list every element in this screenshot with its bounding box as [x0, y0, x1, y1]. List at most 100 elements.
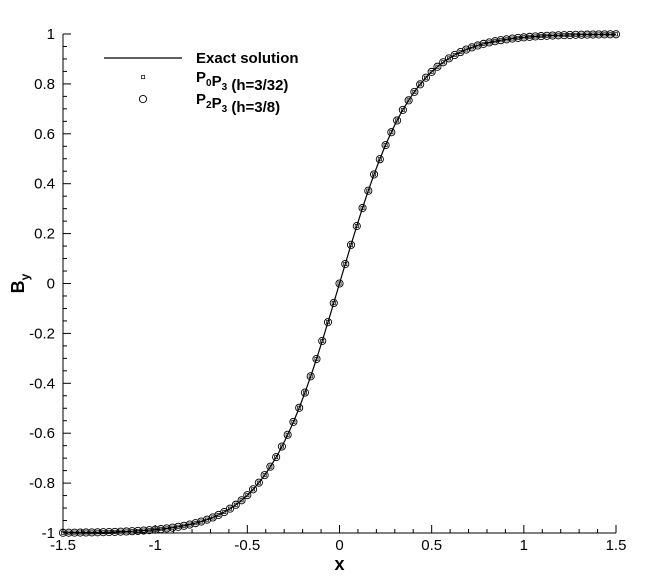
p2p3-point — [81, 528, 91, 537]
p0p3-point — [182, 523, 186, 528]
p0p3-point — [423, 75, 428, 80]
y-tick-label: -0.4 — [29, 375, 55, 392]
x-axis-title: x — [334, 554, 344, 574]
p2p3-point — [565, 30, 574, 40]
p0p3-point — [337, 281, 342, 286]
x-tick-label: -1 — [148, 537, 161, 554]
p0p3-point — [429, 69, 434, 74]
p0p3-point — [239, 498, 244, 503]
p0p3-point — [268, 464, 273, 469]
p0p3-point — [614, 32, 618, 37]
p0p3-point — [118, 529, 123, 534]
p2p3-point — [208, 513, 217, 522]
p0p3-point — [130, 529, 135, 534]
x-tick-label: 1.5 — [606, 537, 627, 554]
p2p3-point — [162, 524, 171, 533]
legend: Exact solution P0P3 (h=3/32)P2P3 (h=3/8) — [104, 50, 299, 116]
x-tick-label: 0 — [335, 537, 343, 554]
p0p3-point — [493, 39, 497, 44]
p2p3-point — [312, 354, 321, 364]
p0p3-point — [228, 506, 233, 511]
p2p3-point — [231, 500, 240, 509]
p0p3-point — [72, 530, 77, 535]
p2p3-point — [531, 32, 540, 41]
p0p3-point — [78, 530, 83, 535]
p2p3-point — [237, 496, 246, 505]
p2p3-point — [398, 105, 407, 114]
p0p3-point — [320, 338, 325, 343]
p0p3-point — [412, 89, 417, 94]
p2p3-point — [105, 527, 114, 537]
p2p3-point — [283, 430, 292, 439]
p0p3-point — [251, 487, 256, 492]
p0p3-point — [89, 530, 94, 535]
p2p3-point — [87, 528, 96, 537]
p2p3-point — [191, 519, 200, 528]
p0p3-point — [233, 502, 238, 507]
p2p3-point — [249, 485, 258, 494]
p2p3-point — [185, 520, 194, 529]
p0p3-point — [291, 419, 296, 424]
p2p3-point — [479, 39, 488, 48]
p2p3-point — [226, 504, 235, 513]
p0p3-point — [521, 35, 526, 40]
p0p3-point — [562, 33, 567, 38]
y-tick-label: 0.6 — [34, 126, 55, 143]
p0p3-point — [567, 33, 572, 37]
x-tick-label: 0.5 — [421, 537, 442, 554]
legend-marker-p0p3 — [141, 75, 146, 80]
p0p3-point — [579, 32, 584, 37]
legend-label-exact: Exact solution — [196, 50, 299, 67]
p2p3-point — [133, 526, 142, 535]
p2p3-point — [358, 203, 367, 213]
p2p3-point — [116, 527, 125, 536]
p2p3-point — [318, 336, 327, 345]
p2p3-point — [571, 30, 580, 39]
p0p3-point — [199, 519, 204, 524]
p2p3-point — [364, 186, 373, 195]
p2p3-point — [110, 527, 119, 536]
p2p3-point — [560, 31, 569, 40]
p0p3-point — [141, 528, 146, 533]
p0p3-point — [302, 390, 307, 395]
p2p3-point — [496, 36, 505, 45]
p0p3-point — [395, 118, 400, 123]
p2p3-point — [502, 35, 511, 44]
p2p3-point — [416, 80, 425, 89]
p2p3-point — [485, 38, 494, 47]
p2p3-point — [335, 279, 344, 288]
p2p3-point — [329, 298, 338, 308]
p0p3-point — [176, 524, 181, 529]
p0p3-point — [441, 60, 446, 65]
p0p3-point — [164, 526, 169, 531]
p0p3-point — [446, 56, 451, 61]
axes: -1.5 -1 -0.5 0 0.5 1 1.5-1-0.8-0.6-0.4-0.200.2… — [29, 26, 626, 554]
p0p3-point — [458, 50, 463, 55]
p2p3-point — [611, 30, 621, 39]
p2p3-point — [606, 30, 615, 39]
p2p3-point — [295, 403, 304, 412]
p2p3-point — [577, 30, 586, 39]
p2p3-point — [254, 478, 263, 487]
p2p3-point — [554, 31, 563, 40]
p0p3-point — [170, 525, 175, 530]
x-tick-label: 1 — [520, 537, 528, 554]
p0p3-point — [470, 45, 474, 50]
p0p3-point — [585, 32, 590, 37]
p0p3-point — [487, 40, 492, 45]
y-tick-label: -0.2 — [29, 325, 55, 342]
p0p3-point — [274, 455, 279, 460]
p0p3-point — [383, 143, 388, 148]
p0p3-point — [389, 130, 394, 135]
y-tick-label: -0.8 — [29, 475, 55, 492]
p0p3-point — [533, 34, 538, 39]
p2p3-point — [588, 30, 598, 39]
p2p3-point — [387, 128, 396, 137]
p0p3-point — [498, 38, 503, 43]
p2p3-point — [525, 32, 534, 41]
p0p3-point — [326, 320, 330, 325]
exact-solution-line — [62, 33, 617, 534]
p2p3-point — [467, 43, 477, 52]
p2p3-point — [352, 222, 361, 231]
p2p3-point — [375, 155, 384, 164]
